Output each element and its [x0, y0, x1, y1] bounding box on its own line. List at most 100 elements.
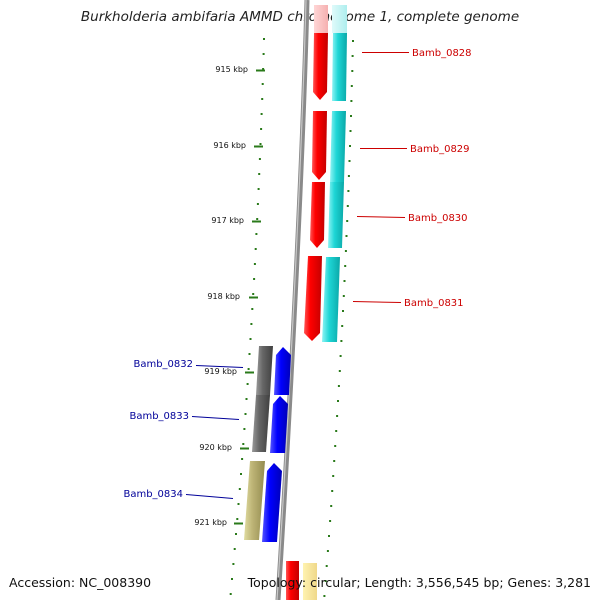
label-leaders — [185, 52, 409, 499]
scale-tick-label: 920 kbp — [199, 443, 232, 452]
ruler-dot — [329, 520, 332, 522]
gene-bamb-0828[interactable] — [313, 33, 347, 101]
ruler-dot — [249, 338, 252, 340]
gene-arrow[interactable] — [312, 111, 327, 180]
gene-bamb-0834[interactable] — [244, 461, 282, 542]
ruler-dot — [255, 233, 258, 235]
ruler-dot — [346, 220, 349, 222]
gene-label[interactable]: Bamb_0832 — [133, 359, 193, 370]
ruler-dot — [251, 308, 254, 310]
gene-bamb-0830[interactable] — [310, 182, 344, 248]
ruler-dot — [347, 190, 350, 192]
ruler-dot — [343, 280, 346, 282]
ruler-dot — [331, 490, 334, 492]
ruler-dot — [337, 385, 340, 387]
function-category-bar[interactable] — [328, 182, 344, 248]
ruler-dot — [253, 263, 256, 265]
category-partial-bottom — [303, 563, 317, 600]
scale-tick-label: 921 kbp — [194, 518, 227, 527]
gene-label[interactable]: Bamb_0833 — [129, 411, 189, 422]
ruler-dot — [257, 188, 260, 190]
ruler-dot — [235, 533, 237, 535]
map-title: Burkholderia ambifaria AMMD chromosome 1… — [80, 9, 520, 25]
function-category-bar[interactable] — [244, 461, 265, 540]
scale-ruler-outer — [323, 40, 354, 597]
ruler-dot — [335, 430, 338, 432]
ruler-dot — [243, 428, 246, 430]
ruler-dot — [232, 563, 235, 565]
function-category-bar[interactable] — [252, 395, 270, 452]
gene-arrow[interactable] — [262, 463, 282, 542]
ruler-dot — [338, 370, 341, 372]
ruler-dot — [245, 398, 248, 400]
gene-label[interactable]: Bamb_0834 — [123, 489, 183, 500]
ruler-dot — [341, 325, 344, 327]
ruler-dot — [337, 400, 339, 402]
label-leader-line — [185, 494, 234, 499]
label-leader-line — [191, 416, 240, 420]
ruler-dot — [349, 145, 351, 147]
function-category-bar[interactable] — [322, 257, 340, 342]
ruler-dot — [344, 250, 347, 252]
genome-backbone — [275, 0, 310, 600]
ruler-dot — [240, 473, 242, 475]
ruler-dot — [340, 340, 343, 342]
ruler-dot — [253, 278, 256, 280]
label-leader-line — [195, 365, 244, 368]
genome-stats-label: Topology: circular; Length: 3,556,545 bp… — [247, 575, 591, 590]
gene-bamb-0829[interactable] — [312, 111, 346, 182]
ruler-dot — [347, 175, 350, 177]
gene-label[interactable]: Bamb_0830 — [408, 213, 468, 224]
ruler-dot — [252, 293, 255, 295]
scale-ticks: 915 kbp 916 kbp 917 kbp 918 kbp 919 kbp … — [194, 65, 265, 527]
gene-arrow[interactable] — [274, 347, 291, 395]
ruler-dot — [241, 458, 244, 460]
ruler-dot — [236, 518, 239, 520]
label-leader-line — [352, 301, 402, 303]
ruler-dot — [334, 445, 337, 447]
ruler-dot — [262, 53, 265, 55]
gene-arrow[interactable] — [313, 33, 328, 100]
ruler-dot — [259, 143, 262, 145]
ruler-dot — [349, 130, 352, 132]
ruler-dot — [247, 368, 250, 370]
ruler-dot — [350, 115, 352, 117]
gene-bamb-0832[interactable] — [256, 346, 291, 395]
gene-arrow[interactable] — [310, 182, 325, 248]
ruler-dot — [244, 413, 247, 415]
ruler-dot — [336, 415, 339, 417]
genome-backbone-highlight — [276, 0, 307, 600]
ruler-dot — [342, 295, 345, 297]
function-category-bar[interactable] — [332, 33, 347, 101]
function-category-bar[interactable] — [330, 111, 346, 182]
ruler-dot — [256, 203, 259, 205]
ruler-dot — [326, 550, 329, 552]
scale-tick-label: 916 kbp — [213, 141, 246, 150]
ruler-dot — [261, 98, 264, 100]
ruler-dot — [324, 580, 327, 582]
ruler-dot — [348, 160, 351, 162]
ruler-dot — [332, 475, 335, 477]
ruler-dot — [242, 443, 245, 445]
ruler-dot — [260, 128, 263, 130]
ruler-dot — [346, 205, 349, 207]
ruler-dot — [262, 68, 265, 70]
gene-arrow[interactable] — [270, 396, 288, 453]
gene-partial-bottom — [286, 561, 299, 600]
ruler-dot — [229, 593, 232, 595]
ruler-dot — [261, 83, 264, 85]
gene-label[interactable]: Bamb_0828 — [412, 48, 472, 59]
gene-bamb-0831[interactable] — [304, 256, 340, 342]
ruler-dot — [258, 173, 261, 175]
gene-arrow[interactable] — [304, 256, 322, 341]
ruler-dot — [254, 248, 257, 250]
gene-bamb-0833[interactable] — [252, 395, 288, 453]
gene-label[interactable]: Bamb_0829 — [410, 144, 470, 155]
ruler-dot — [330, 505, 333, 507]
ruler-dot — [250, 323, 253, 325]
gene-partial-top — [314, 5, 328, 33]
function-category-bar[interactable] — [256, 346, 273, 395]
gene-label[interactable]: Bamb_0831 — [404, 298, 464, 309]
ruler-dot — [256, 218, 259, 220]
